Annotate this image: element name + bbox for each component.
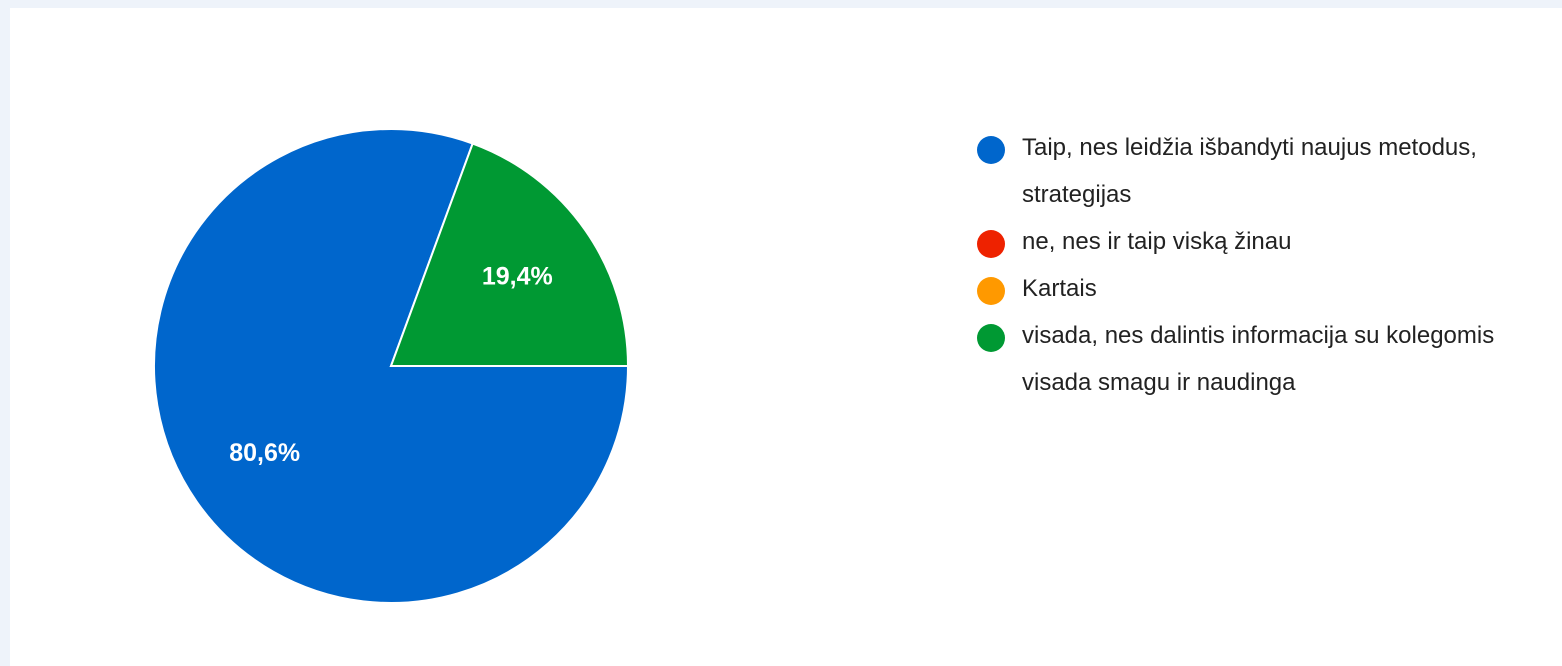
slice-label: 19,4% xyxy=(482,262,553,290)
slice-label: 80,6% xyxy=(229,439,300,467)
legend-swatch xyxy=(977,136,1005,164)
legend-label: ne, nes ir taip viską žinau xyxy=(1022,228,1292,255)
legend-item: Kartais xyxy=(976,265,1556,312)
legend-swatch xyxy=(977,230,1005,258)
legend-item: Taip, nes leidžia išbandyti naujus metod… xyxy=(976,124,1556,218)
legend-label: Kartais xyxy=(1022,275,1097,302)
legend-swatch xyxy=(977,324,1005,352)
legend-item: visada, nes dalintis informacija su kole… xyxy=(976,312,1556,406)
legend-label: visada, nes dalintis informacija su kole… xyxy=(1022,322,1495,396)
legend-item: ne, nes ir taip viską žinau xyxy=(976,218,1556,265)
legend-label: Taip, nes leidžia išbandyti naujus metod… xyxy=(1022,134,1477,208)
legend-swatch xyxy=(977,277,1005,305)
legend: Taip, nes leidžia išbandyti naujus metod… xyxy=(976,124,1556,406)
pie-slice xyxy=(389,142,630,367)
